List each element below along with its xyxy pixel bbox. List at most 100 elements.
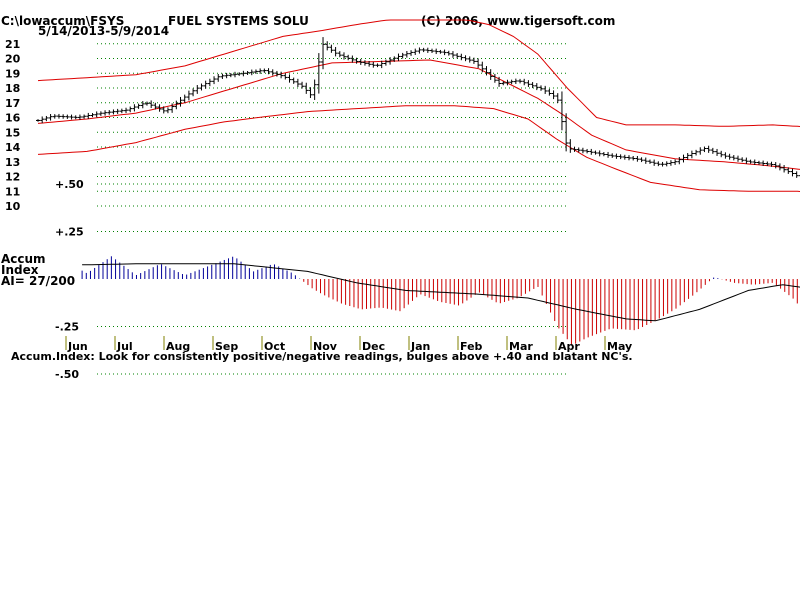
price-bar [480,61,485,73]
price-bar [128,106,133,113]
price-bar [65,114,70,119]
price-bar [752,159,757,166]
price-bar [157,104,162,112]
price-tick-label: 13 [5,156,20,169]
price-bar [191,88,196,97]
price-bar [518,78,523,84]
price-bar [656,161,661,167]
price-bar [601,152,606,157]
price-bar [492,73,497,83]
price-bar [287,74,292,83]
month-label: Oct [264,340,285,353]
price-bar [396,53,401,62]
price-bar [622,154,627,160]
price-bar [547,88,552,96]
price-bar [497,76,502,87]
price-bar [664,161,669,167]
price-bar [195,85,200,94]
price-bar [383,59,388,66]
price-bar [36,119,40,122]
price-bar [325,41,330,51]
price-bar [107,110,112,115]
price-bar [333,47,338,57]
price-bar [534,83,539,91]
price-bar [216,73,221,82]
price-bar [346,54,351,61]
price-bar [702,146,707,153]
price-bar [710,147,715,154]
price-bar [773,162,778,169]
price-bar [295,78,300,88]
price-bar [312,79,317,100]
month-label: Apr [558,340,580,353]
price-bar [203,80,208,89]
price-bar [513,78,518,84]
price-bar [618,154,623,160]
price-bar [652,159,657,166]
price-bar [304,82,309,94]
price-bar [153,102,158,110]
price-bar [170,103,175,113]
price-bar [178,96,183,107]
month-label: May [607,340,632,353]
price-bar [677,157,682,165]
price-bar [417,47,422,54]
price-bar [337,51,342,58]
price-bar [614,153,619,159]
price-bar [98,111,103,116]
accum-moving-average [82,263,800,322]
price-gridlines [97,43,566,207]
price-bar [689,150,694,159]
price-bar [606,151,611,158]
price-bar [212,76,217,85]
price-bar [501,81,506,86]
price-bar [631,156,636,161]
price-bar [186,90,191,101]
ai-label: AI= 27/200 [1,274,75,288]
price-tick-label: 18 [5,82,20,95]
price-bar [241,70,246,77]
accum-tick-label: +.25 [55,226,84,239]
price-bar [647,159,652,164]
price-bar [476,58,481,69]
price-bar [228,72,233,78]
price-bar [329,44,334,53]
price-bar [140,101,145,109]
lower-band-line [37,105,800,192]
month-label: Sep [215,340,238,353]
price-bar [379,60,384,69]
price-bar [220,73,225,79]
price-bar [559,91,564,131]
price-bar [681,154,686,163]
accum-index-bars [81,256,798,345]
price-bar [174,100,179,110]
price-bar [471,57,476,64]
price-bar [86,112,91,119]
price-bar [274,70,279,77]
price-bar [761,160,766,166]
price-bar [316,53,321,94]
price-bar [660,161,665,167]
price-bar [589,148,594,155]
middle-band-line [37,59,800,170]
price-bar [48,114,53,121]
price-bar [350,55,355,63]
price-bar [790,168,795,177]
price-bar [706,145,711,153]
price-bar [119,108,124,114]
month-label: Feb [460,340,483,353]
price-bar [300,81,305,89]
price-bar [430,48,435,53]
month-label: Jan [410,340,430,353]
price-bar [233,71,238,78]
price-bar [165,107,170,114]
price-bar [572,146,577,152]
price-bar [308,87,313,98]
price-tick-label: 20 [5,53,21,66]
price-bar [136,103,141,109]
price-tick-label: 15 [5,126,20,139]
price-bar [52,114,57,119]
price-bar [526,80,531,87]
month-label: Nov [313,340,338,353]
price-bar [249,69,254,76]
